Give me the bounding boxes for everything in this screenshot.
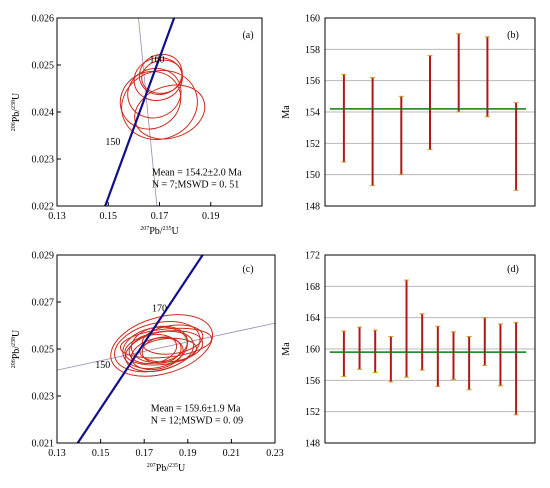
x-tick-label: 0.13: [48, 211, 66, 222]
y-tick-label: 0.021: [32, 439, 55, 450]
y-axis-label-part: 238: [11, 100, 17, 109]
x-axis-label-part: 207: [147, 463, 156, 469]
y-tick-label: 148: [305, 439, 320, 450]
y-tick-label: 0.024: [32, 108, 55, 119]
plot-frame: [324, 17, 536, 207]
y-axis-label-part: 206: [11, 359, 17, 368]
x-tick-label: 0.17: [135, 448, 153, 459]
panel-label: (c): [242, 264, 253, 275]
panel-d: 148 152 156 160 164 168 172 Ma (d): [281, 251, 536, 450]
y-tick-label: 148: [305, 202, 320, 213]
panel-a: 0.13 0.15 0.17 0.19 0.022 0.023 0.024 0.025 0.02…: [11, 14, 263, 237]
x-axis-label-part: U: [172, 226, 180, 237]
concordia-age-label: 170: [152, 303, 167, 314]
y-axis-label: 206Pb/238U: [11, 329, 22, 368]
y-axis-label: 206Pb/238U: [11, 92, 22, 131]
y-tick-label: 0.023: [32, 155, 55, 166]
y-tick-label: 0.026: [32, 14, 55, 25]
x-tick-label: 0.19: [179, 448, 197, 459]
regression-line: [138, 18, 158, 206]
x-tick-label: 0.13: [48, 448, 66, 459]
y-axis-label-part: Pb/: [11, 346, 22, 360]
x-axis-label-part: 207: [140, 226, 149, 232]
x-tick-label: 0.15: [92, 448, 110, 459]
y-axis-label-part: U: [11, 92, 22, 100]
y-tick-label: 152: [305, 139, 320, 150]
x-axis-label-part: 235: [163, 226, 172, 232]
panel-b: 148 150 152 154 156 158 160 Ma (b): [281, 14, 536, 213]
y-tick-label: 154: [305, 108, 320, 119]
error-ellipse-1: [110, 314, 214, 377]
x-tick-label: 0.23: [266, 448, 284, 459]
x-tick-label: 0.15: [100, 211, 118, 222]
plot-area: [104, 18, 206, 206]
mean-age-annotation: Mean = 154.2±2.0 Ma: [152, 167, 242, 178]
plot-area: [57, 255, 275, 443]
concordia-age-label: 150: [105, 137, 120, 148]
y-tick-label: 160: [305, 345, 320, 356]
concordia-age-label: 150: [95, 360, 110, 371]
mswd-annotation: N = 7;MSWD = 0. 51: [152, 179, 239, 190]
y-axis-label: Ma: [281, 342, 292, 356]
panel-c: 0.13 0.15 0.17 0.19 0.21 0.23 0.021 0.023 0.025 0…: [11, 251, 284, 475]
concordia-age-label: 160: [149, 55, 164, 66]
panel-label: (d): [507, 264, 519, 275]
y-tick-label: 160: [305, 14, 320, 25]
y-tick-label: 156: [305, 376, 320, 387]
error-ellipse-11: [139, 337, 197, 363]
y-tick-label: 0.029: [32, 251, 55, 262]
y-tick-label: 0.025: [32, 345, 55, 356]
y-tick-label: 152: [305, 407, 320, 418]
y-tick-label: 0.022: [32, 202, 55, 213]
y-tick-label: 150: [305, 170, 320, 181]
x-axis-label-part: 235: [169, 463, 178, 469]
x-axis-label-part: Pb/: [149, 226, 163, 237]
mswd-annotation: N = 12;MSWD = 0. 09: [151, 415, 243, 426]
y-tick-label: 0.023: [32, 392, 55, 403]
y-axis-label: Ma: [281, 105, 292, 119]
y-tick-label: 158: [305, 45, 320, 56]
x-tick-label: 0.19: [202, 211, 220, 222]
regression-line: [57, 322, 275, 371]
panel-label: (a): [242, 30, 253, 41]
mean-age-annotation: Mean = 159.6±1.9 Ma: [151, 403, 241, 414]
y-tick-label: 0.027: [32, 298, 55, 309]
y-tick-label: 168: [305, 282, 320, 293]
x-axis-label-part: Pb/: [156, 463, 170, 474]
y-axis-label-part: Pb/: [11, 109, 22, 123]
plot-frame: [324, 254, 536, 444]
x-axis-label: 207Pb/235U: [147, 463, 186, 474]
y-tick-label: 172: [305, 251, 320, 262]
y-tick-label: 164: [305, 313, 320, 324]
y-axis-label-part: 238: [11, 337, 17, 346]
error-ellipse-1: [121, 69, 198, 140]
y-tick-label: 0.025: [32, 61, 55, 72]
panel-label: (b): [507, 30, 519, 41]
concordia-curve: [76, 255, 204, 443]
x-tick-label: 0.21: [223, 448, 241, 459]
error-ellipse-10: [141, 336, 182, 364]
y-tick-label: 156: [305, 76, 320, 87]
y-axis-label-part: U: [11, 329, 22, 337]
concordia-curve: [104, 18, 176, 206]
x-axis-label-part: U: [178, 463, 186, 474]
y-axis-label-part: 206: [11, 122, 17, 131]
error-ellipse-8: [119, 327, 213, 359]
x-axis-label: 207Pb/235U: [140, 226, 179, 237]
x-tick-label: 0.17: [151, 211, 169, 222]
